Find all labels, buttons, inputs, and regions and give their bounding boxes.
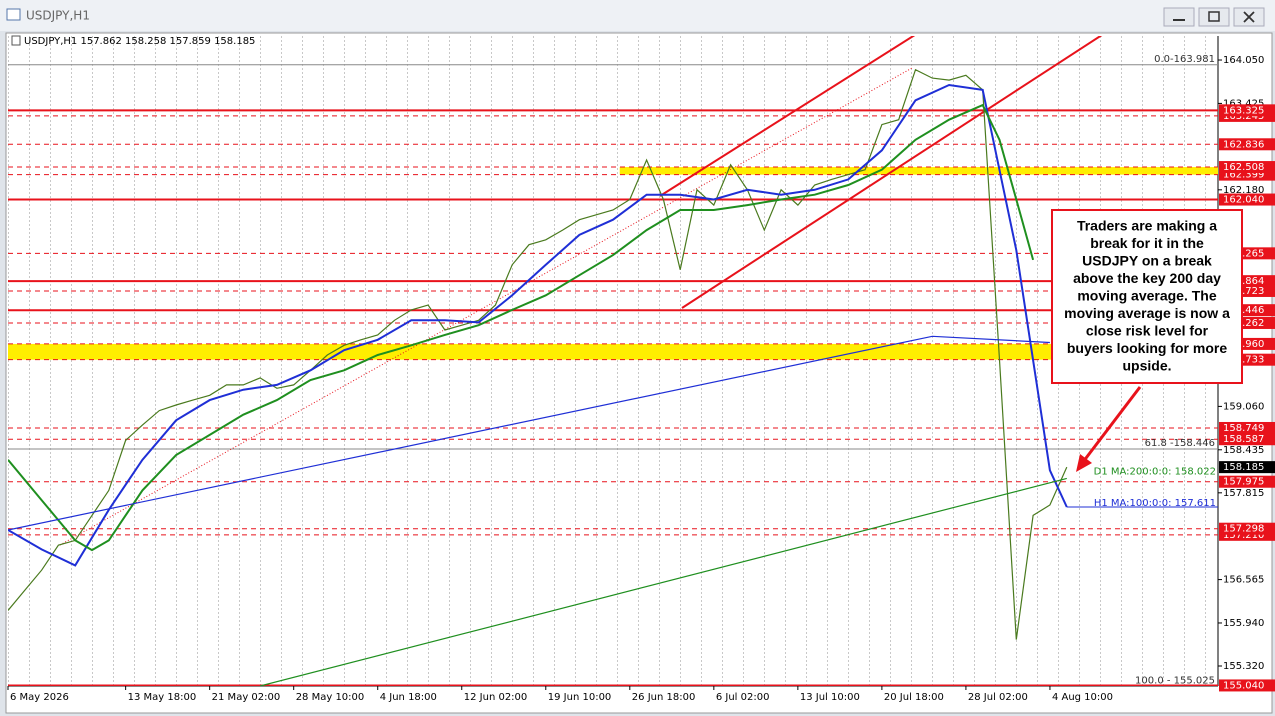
level-label: 158.587 bbox=[1223, 434, 1264, 445]
series-line bbox=[8, 103, 1035, 552]
y-tick-label: 158.435 bbox=[1223, 445, 1264, 456]
arrow-head bbox=[1076, 454, 1092, 472]
level-label: 160.446 bbox=[1223, 305, 1264, 316]
level-label: 157.210 bbox=[1223, 530, 1264, 541]
annotation-line: break for it in the bbox=[1090, 235, 1204, 251]
y-tick-label: 155.320 bbox=[1223, 661, 1264, 672]
y-tick-label: 164.050 bbox=[1223, 55, 1264, 66]
annotation-line: moving average. The bbox=[1077, 288, 1216, 304]
level-label: 160.864 bbox=[1223, 276, 1264, 287]
x-tick-label: 19 Jun 10:00 bbox=[548, 692, 612, 703]
channel-upper bbox=[659, 36, 916, 197]
x-tick-label: 6 May 2026 bbox=[10, 692, 69, 703]
level-label: 159.733 bbox=[1223, 355, 1264, 366]
zone bbox=[8, 343, 1218, 360]
zone bbox=[619, 167, 1218, 175]
level-label: 158.749 bbox=[1223, 423, 1264, 434]
series-line bbox=[8, 335, 1050, 531]
x-tick-label: 21 May 02:00 bbox=[212, 692, 281, 703]
x-tick-label: 4 Jun 18:00 bbox=[380, 692, 437, 703]
series-line bbox=[259, 477, 1067, 686]
last-price-label: 158.185 bbox=[1223, 462, 1264, 473]
annotation-arrow bbox=[1081, 386, 1142, 463]
trend-line bbox=[59, 67, 913, 546]
y-tick-label: 155.940 bbox=[1223, 618, 1264, 629]
level-label: 162.508 bbox=[1223, 162, 1264, 173]
annotation-line: buyers looking for more bbox=[1067, 340, 1227, 356]
y-tick-label: 162.180 bbox=[1223, 185, 1264, 196]
level-label: 157.298 bbox=[1223, 524, 1264, 535]
level-tag bbox=[1219, 421, 1275, 434]
level-tag bbox=[1219, 138, 1275, 151]
symbol-icon bbox=[11, 35, 21, 46]
level-tag bbox=[1219, 522, 1275, 535]
annotation-box bbox=[1051, 209, 1243, 384]
x-tick-label: 12 Jun 02:00 bbox=[464, 692, 528, 703]
window-buttons[interactable] bbox=[1163, 7, 1265, 27]
y-tick-label: 156.565 bbox=[1223, 575, 1264, 586]
channel-lower bbox=[681, 36, 1103, 309]
fib-label: 0.0-163.981 bbox=[1154, 54, 1215, 65]
level-tag bbox=[1219, 433, 1275, 446]
level-label: 160.723 bbox=[1223, 286, 1264, 297]
last-price-tag bbox=[1219, 461, 1275, 474]
x-tick-label: 6 Jul 02:00 bbox=[716, 692, 770, 703]
level-tag bbox=[1219, 475, 1275, 488]
x-tick-label: 13 May 18:00 bbox=[128, 692, 197, 703]
fib-label: 61.8 -158.446 bbox=[1145, 438, 1215, 449]
x-tick-label: 26 Jun 18:00 bbox=[632, 692, 696, 703]
x-tick-label: 28 May 10:00 bbox=[296, 692, 365, 703]
y-tick-label: 163.425 bbox=[1223, 98, 1264, 109]
grid-pattern bbox=[8, 36, 1218, 686]
level-tag bbox=[1219, 104, 1275, 117]
series-line bbox=[8, 83, 1068, 567]
annotation-line: above the key 200 day bbox=[1073, 270, 1221, 286]
window-title: USDJPY,H1 bbox=[26, 9, 90, 23]
level-label: 157.975 bbox=[1223, 477, 1264, 488]
series-line bbox=[8, 68, 1068, 640]
level-label: 162.399 bbox=[1223, 170, 1264, 181]
level-label: 163.245 bbox=[1223, 111, 1264, 122]
level-label: 160.262 bbox=[1223, 318, 1264, 329]
level-label: 155.040 bbox=[1223, 680, 1264, 691]
x-tick-label: 13 Jul 10:00 bbox=[800, 692, 860, 703]
level-tag bbox=[1219, 161, 1275, 174]
level-tag bbox=[1219, 679, 1275, 692]
ma-label: D1 MA:200:0:0: 158.022 bbox=[1094, 466, 1216, 477]
maximize-button[interactable] bbox=[1198, 7, 1230, 27]
level-label: 161.265 bbox=[1223, 248, 1264, 259]
channel bbox=[59, 36, 1103, 546]
annotation-line: close risk level for bbox=[1086, 323, 1209, 339]
fib-label: 100.0 - 155.025 bbox=[1135, 675, 1215, 686]
annotation-line: Traders are making a bbox=[1077, 218, 1217, 234]
level-label: 162.040 bbox=[1223, 195, 1264, 206]
level-label: 163.325 bbox=[1223, 105, 1264, 116]
x-tick-label: 20 Jul 18:00 bbox=[884, 692, 944, 703]
x-tick-label: 28 Jul 02:00 bbox=[968, 692, 1028, 703]
ma-label: H1 MA:100:0:0: 157.611 bbox=[1094, 498, 1216, 509]
annotation-line: upside. bbox=[1122, 358, 1171, 374]
minimize-button[interactable] bbox=[1163, 7, 1195, 27]
chart-header: USDJPY,H1 157.862 158.258 157.859 158.18… bbox=[24, 36, 255, 47]
y-tick-label: 157.815 bbox=[1223, 488, 1264, 499]
annotation-line: moving average is now a bbox=[1064, 305, 1230, 321]
window-icon bbox=[6, 8, 21, 21]
x-tick-label: 4 Aug 10:00 bbox=[1052, 692, 1113, 703]
level-tag bbox=[1219, 193, 1275, 206]
level-label: 159.960 bbox=[1223, 339, 1264, 350]
level-label: 162.836 bbox=[1223, 139, 1264, 150]
annotation-line: USDJPY on a break bbox=[1082, 253, 1212, 269]
title-bar bbox=[0, 0, 1275, 31]
y-tick-label: 159.060 bbox=[1223, 401, 1264, 412]
